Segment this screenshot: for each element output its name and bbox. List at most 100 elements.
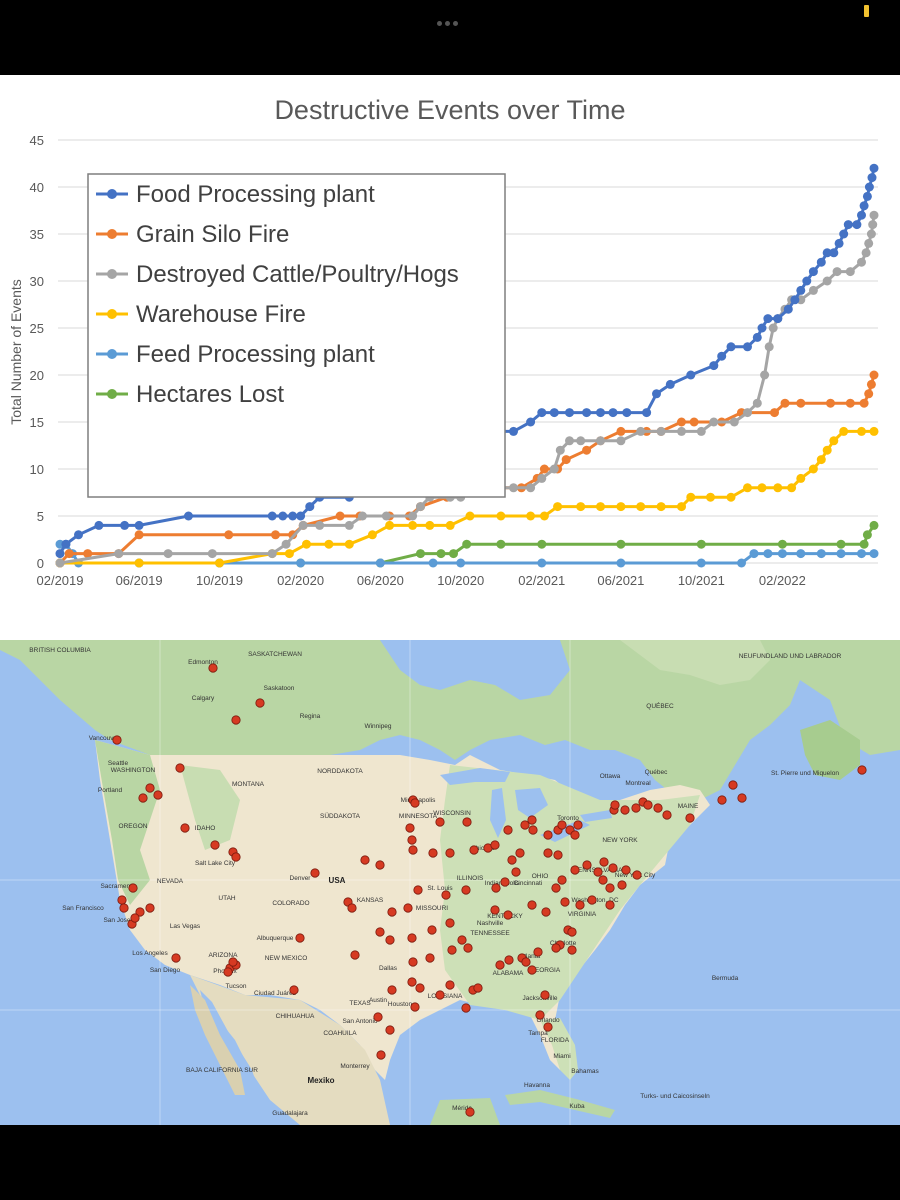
event-marker[interactable] — [593, 867, 603, 877]
event-marker[interactable] — [495, 960, 505, 970]
event-marker[interactable] — [255, 698, 265, 708]
event-marker[interactable] — [533, 947, 543, 957]
event-marker[interactable] — [413, 885, 423, 895]
event-marker[interactable] — [500, 877, 510, 887]
event-marker[interactable] — [347, 903, 357, 913]
event-marker[interactable] — [117, 895, 127, 905]
event-marker[interactable] — [462, 817, 472, 827]
event-marker[interactable] — [415, 983, 425, 993]
event-marker[interactable] — [511, 867, 521, 877]
event-marker[interactable] — [175, 763, 185, 773]
event-marker[interactable] — [463, 943, 473, 953]
event-marker[interactable] — [295, 933, 305, 943]
event-marker[interactable] — [504, 955, 514, 965]
event-marker[interactable] — [461, 885, 471, 895]
event-marker[interactable] — [610, 800, 620, 810]
event-marker[interactable] — [567, 945, 577, 955]
event-marker[interactable] — [557, 875, 567, 885]
event-marker[interactable] — [425, 953, 435, 963]
event-marker[interactable] — [540, 990, 550, 1000]
event-marker[interactable] — [632, 870, 642, 880]
event-marker[interactable] — [653, 803, 663, 813]
event-marker[interactable] — [171, 953, 181, 963]
event-marker[interactable] — [408, 957, 418, 967]
event-marker[interactable] — [557, 820, 567, 830]
event-marker[interactable] — [490, 905, 500, 915]
event-marker[interactable] — [376, 1050, 386, 1060]
event-marker[interactable] — [128, 883, 138, 893]
event-marker[interactable] — [543, 848, 553, 858]
event-marker[interactable] — [385, 1025, 395, 1035]
event-marker[interactable] — [387, 907, 397, 917]
event-marker[interactable] — [405, 823, 415, 833]
event-marker[interactable] — [605, 900, 615, 910]
event-marker[interactable] — [461, 1003, 471, 1013]
event-marker[interactable] — [598, 875, 608, 885]
event-marker[interactable] — [410, 798, 420, 808]
event-marker[interactable] — [145, 903, 155, 913]
event-marker[interactable] — [435, 817, 445, 827]
event-marker[interactable] — [408, 845, 418, 855]
event-marker[interactable] — [543, 830, 553, 840]
event-marker[interactable] — [135, 907, 145, 917]
event-marker[interactable] — [662, 810, 672, 820]
event-marker[interactable] — [521, 957, 531, 967]
event-marker[interactable] — [527, 965, 537, 975]
event-marker[interactable] — [373, 1012, 383, 1022]
event-marker[interactable] — [119, 903, 129, 913]
event-marker[interactable] — [570, 865, 580, 875]
event-marker[interactable] — [543, 1022, 553, 1032]
event-marker[interactable] — [360, 855, 370, 865]
event-marker[interactable] — [553, 850, 563, 860]
event-marker[interactable] — [407, 835, 417, 845]
more-dots-icon[interactable] — [437, 13, 463, 26]
event-marker[interactable] — [410, 1002, 420, 1012]
event-marker[interactable] — [465, 1107, 475, 1117]
event-marker[interactable] — [228, 957, 238, 967]
event-marker[interactable] — [447, 945, 457, 955]
event-marker[interactable] — [427, 925, 437, 935]
event-marker[interactable] — [515, 848, 525, 858]
event-marker[interactable] — [350, 950, 360, 960]
event-marker[interactable] — [435, 990, 445, 1000]
event-marker[interactable] — [617, 880, 627, 890]
event-marker[interactable] — [231, 715, 241, 725]
event-marker[interactable] — [608, 863, 618, 873]
event-marker[interactable] — [445, 980, 455, 990]
event-marker[interactable] — [631, 803, 641, 813]
event-marker[interactable] — [520, 820, 530, 830]
event-marker[interactable] — [130, 913, 140, 923]
event-marker[interactable] — [403, 903, 413, 913]
event-marker[interactable] — [737, 793, 747, 803]
event-marker[interactable] — [728, 780, 738, 790]
event-marker[interactable] — [180, 823, 190, 833]
north-america-map[interactable]: USA Mexiko BRITISH COLUMBIA SASKATCHEWAN QUÉ… — [0, 640, 900, 1125]
event-marker[interactable] — [599, 857, 609, 867]
event-marker[interactable] — [223, 967, 233, 977]
event-marker[interactable] — [587, 895, 597, 905]
event-marker[interactable] — [643, 800, 653, 810]
event-marker[interactable] — [407, 977, 417, 987]
event-marker[interactable] — [428, 848, 438, 858]
event-marker[interactable] — [208, 663, 218, 673]
event-marker[interactable] — [582, 860, 592, 870]
map-panel[interactable]: USA Mexiko BRITISH COLUMBIA SASKATCHEWAN QUÉ… — [0, 640, 900, 1125]
event-marker[interactable] — [138, 793, 148, 803]
event-marker[interactable] — [473, 983, 483, 993]
event-marker[interactable] — [541, 907, 551, 917]
event-marker[interactable] — [527, 815, 537, 825]
event-marker[interactable] — [621, 865, 631, 875]
event-marker[interactable] — [551, 883, 561, 893]
event-marker[interactable] — [210, 840, 220, 850]
event-marker[interactable] — [457, 935, 467, 945]
event-markers[interactable] — [112, 663, 867, 1117]
event-marker[interactable] — [385, 935, 395, 945]
event-marker[interactable] — [507, 855, 517, 865]
event-marker[interactable] — [289, 985, 299, 995]
event-marker[interactable] — [445, 918, 455, 928]
event-marker[interactable] — [857, 765, 867, 775]
event-marker[interactable] — [620, 805, 630, 815]
event-marker[interactable] — [535, 1010, 545, 1020]
event-marker[interactable] — [503, 825, 513, 835]
event-marker[interactable] — [575, 900, 585, 910]
